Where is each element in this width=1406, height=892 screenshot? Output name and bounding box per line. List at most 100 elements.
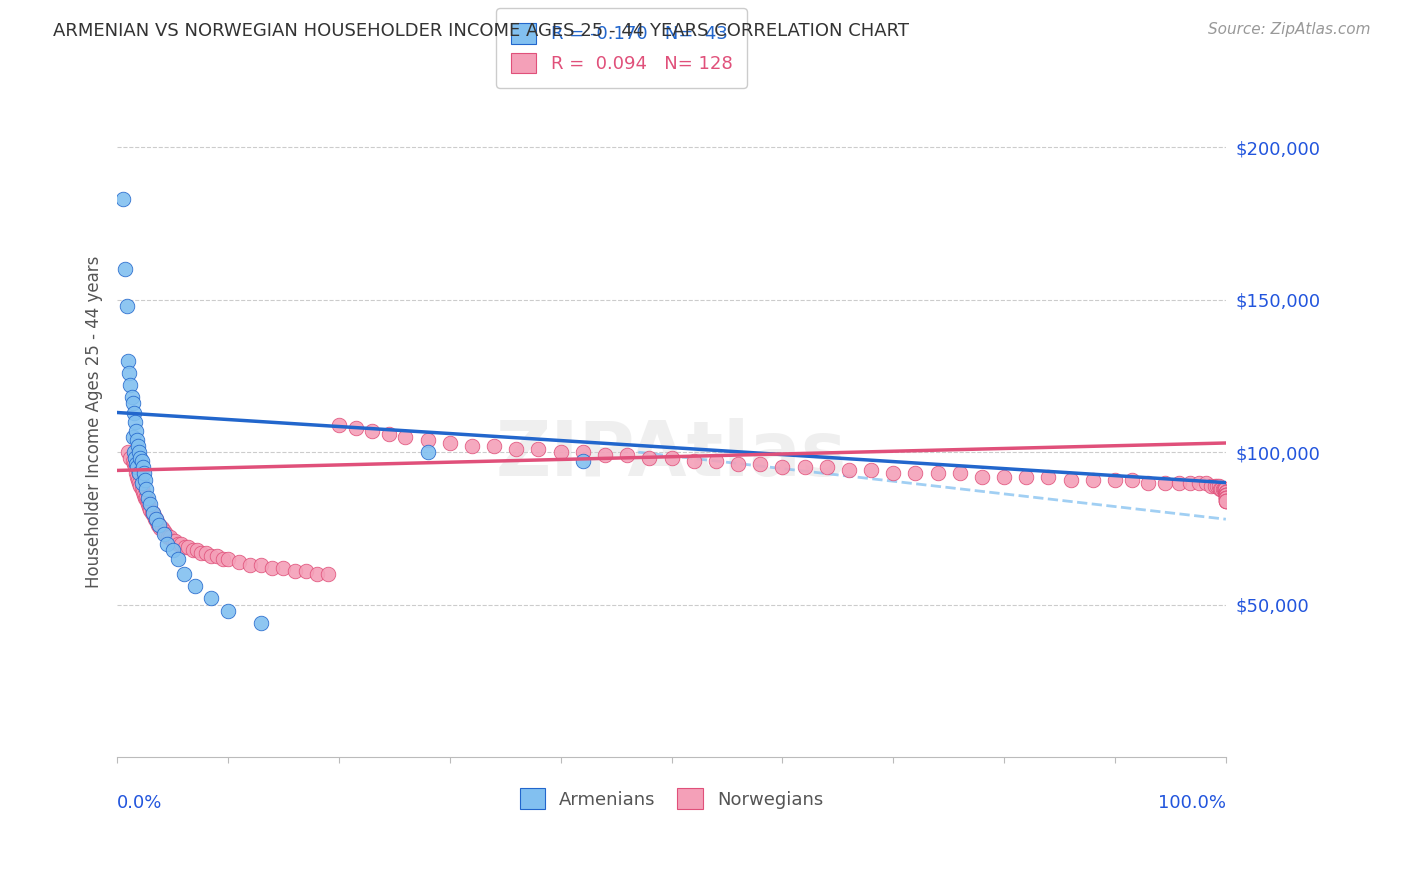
Point: [1215, 494, 1237, 508]
Point: [142, 506, 165, 520]
Point: [124, 451, 146, 466]
Point: [344, 421, 367, 435]
Point: [122, 445, 145, 459]
Point: [146, 515, 169, 529]
Point: [127, 473, 149, 487]
Point: [572, 454, 595, 468]
Point: [793, 460, 815, 475]
Point: [128, 467, 150, 481]
Point: [170, 536, 193, 550]
Point: [727, 458, 749, 472]
Point: [121, 430, 143, 444]
Text: 0.0%: 0.0%: [117, 794, 163, 812]
Point: [661, 451, 683, 466]
Point: [250, 558, 273, 572]
Point: [1213, 482, 1236, 496]
Point: [1215, 488, 1237, 502]
Point: [1215, 491, 1237, 505]
Point: [157, 531, 180, 545]
Point: [132, 467, 155, 481]
Point: [148, 518, 170, 533]
Point: [228, 555, 250, 569]
Point: [159, 531, 181, 545]
Point: [131, 454, 153, 468]
Point: [682, 454, 704, 468]
Point: [156, 536, 179, 550]
Point: [200, 591, 222, 606]
Point: [1215, 491, 1237, 505]
Point: [134, 491, 156, 505]
Point: [134, 473, 156, 487]
Point: [704, 454, 727, 468]
Point: [1206, 478, 1229, 492]
Point: [152, 527, 174, 541]
Point: [142, 509, 165, 524]
Text: 100.0%: 100.0%: [1159, 794, 1226, 812]
Point: [162, 533, 184, 548]
Point: [121, 390, 143, 404]
Point: [149, 521, 172, 535]
Point: [190, 546, 212, 560]
Point: [550, 445, 572, 459]
Point: [1215, 484, 1237, 499]
Point: [815, 460, 838, 475]
Point: [378, 426, 401, 441]
Point: [121, 454, 143, 468]
Point: [1137, 475, 1160, 490]
Point: [1215, 488, 1237, 502]
Point: [131, 484, 153, 499]
Point: [970, 469, 993, 483]
Point: [200, 549, 222, 563]
Point: [211, 551, 233, 566]
Point: [148, 518, 170, 533]
Point: [1212, 482, 1234, 496]
Point: [616, 448, 638, 462]
Point: [152, 524, 174, 539]
Point: [186, 542, 208, 557]
Point: [1215, 494, 1237, 508]
Point: [114, 262, 136, 277]
Point: [838, 463, 860, 477]
Point: [316, 567, 339, 582]
Point: [1215, 491, 1237, 505]
Point: [162, 542, 184, 557]
Point: [328, 417, 350, 432]
Point: [1215, 484, 1237, 499]
Point: [139, 503, 162, 517]
Point: [120, 451, 142, 466]
Point: [638, 451, 661, 466]
Point: [129, 478, 152, 492]
Point: [127, 460, 149, 475]
Point: [127, 433, 149, 447]
Point: [1168, 475, 1191, 490]
Point: [155, 527, 177, 541]
Point: [1211, 482, 1233, 496]
Point: [1015, 469, 1038, 483]
Text: Source: ZipAtlas.com: Source: ZipAtlas.com: [1208, 22, 1371, 37]
Text: ARMENIAN VS NORWEGIAN HOUSEHOLDER INCOME AGES 25 - 44 YEARS CORRELATION CHART: ARMENIAN VS NORWEGIAN HOUSEHOLDER INCOME…: [53, 22, 910, 40]
Point: [145, 512, 167, 526]
Point: [416, 445, 439, 459]
Point: [1215, 494, 1237, 508]
Point: [177, 540, 200, 554]
Point: [294, 564, 316, 578]
Point: [142, 506, 165, 520]
Point: [120, 378, 142, 392]
Point: [145, 512, 167, 526]
Point: [173, 567, 195, 582]
Point: [1215, 484, 1237, 499]
Point: [749, 458, 772, 472]
Point: [128, 445, 150, 459]
Point: [173, 540, 195, 554]
Point: [121, 396, 143, 410]
Point: [860, 463, 883, 477]
Point: [117, 353, 139, 368]
Point: [129, 451, 152, 466]
Point: [136, 497, 159, 511]
Point: [1215, 488, 1237, 502]
Point: [1121, 473, 1143, 487]
Point: [1081, 473, 1104, 487]
Point: [141, 506, 163, 520]
Point: [262, 561, 284, 575]
Point: [138, 500, 160, 514]
